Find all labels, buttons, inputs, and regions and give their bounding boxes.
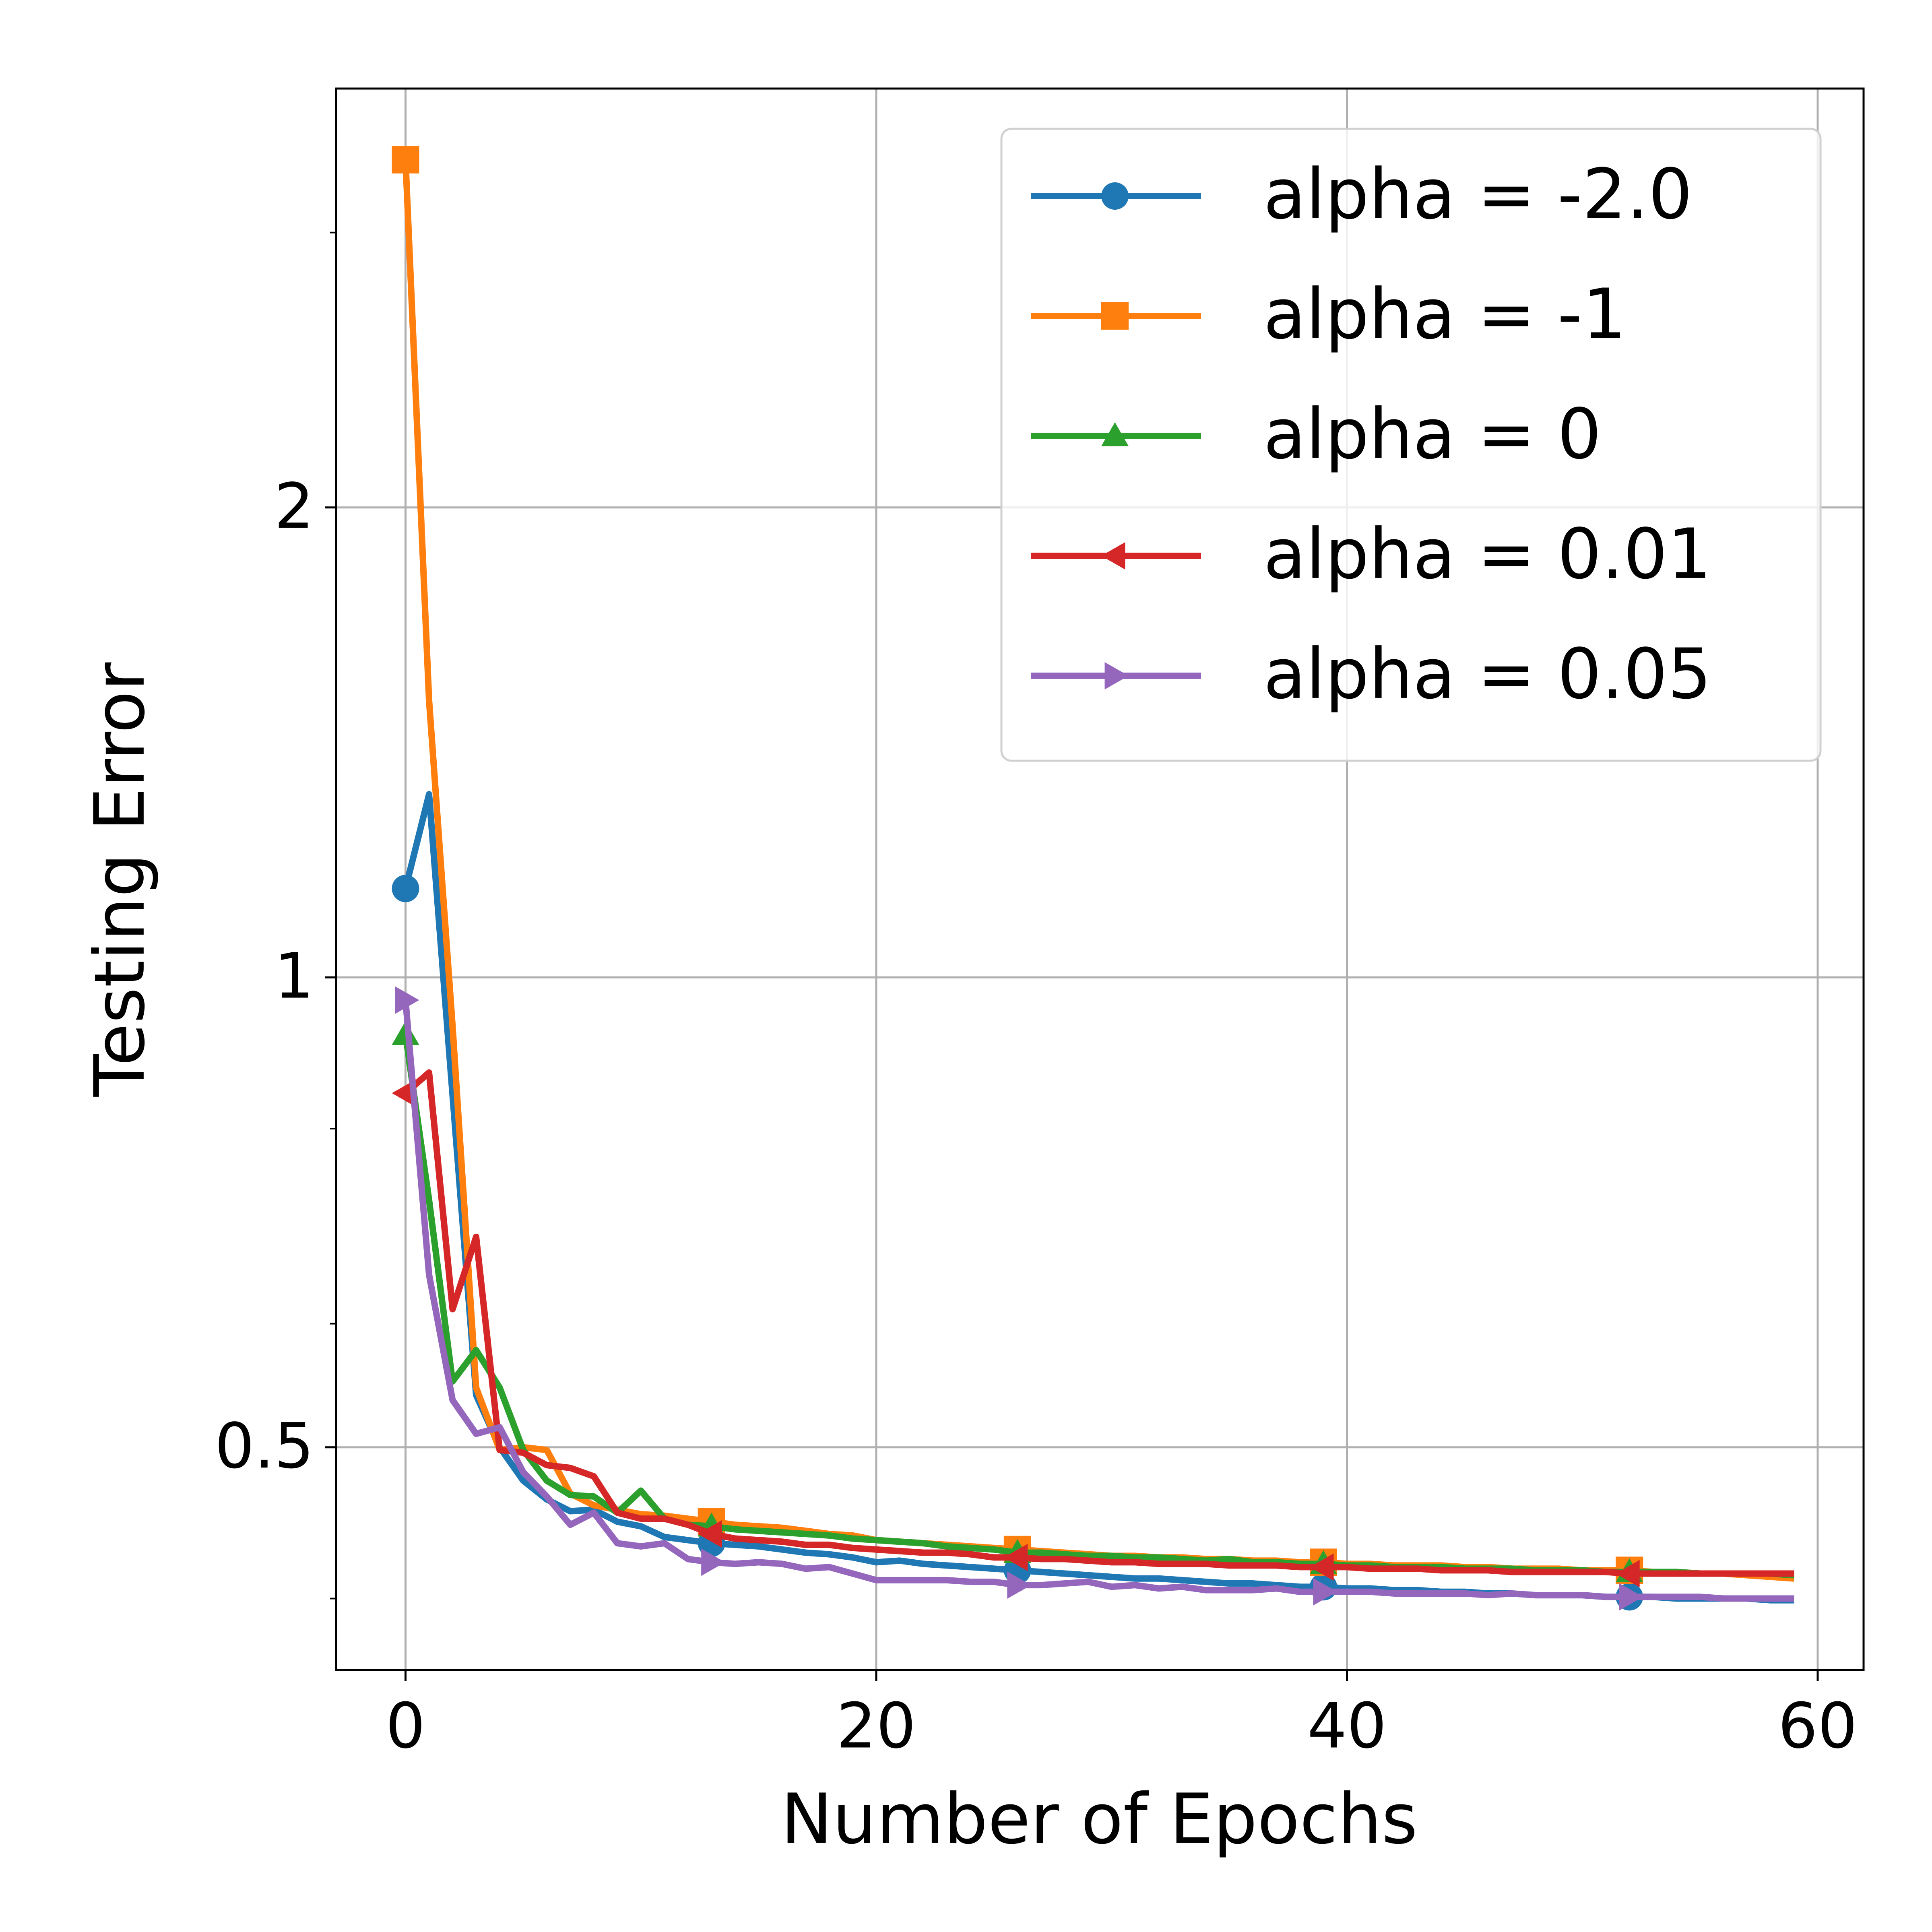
- data-point: [1619, 1583, 1643, 1611]
- data-point: [1003, 1544, 1028, 1571]
- data-point: [1616, 1560, 1640, 1587]
- x-tick-label: 20: [836, 1689, 916, 1762]
- data-point: [392, 875, 419, 902]
- y-tick-label: 2: [274, 470, 314, 543]
- x-tick-label: 0: [386, 1689, 425, 1762]
- data-point: [701, 1548, 725, 1576]
- legend-label: alpha = 0.05: [1263, 634, 1711, 714]
- data-point: [1007, 1571, 1031, 1599]
- y-tick-label: 0.5: [215, 1410, 314, 1482]
- legend-marker: [1101, 422, 1129, 446]
- data-point: [1310, 1553, 1334, 1581]
- data-point: [1313, 1578, 1338, 1606]
- legend-marker: [1101, 182, 1129, 210]
- x-axis-label: Number of Epochs: [781, 1779, 1418, 1860]
- legend-label: alpha = 0: [1263, 394, 1602, 475]
- data-point: [392, 146, 419, 173]
- series-line: [402, 1000, 1794, 1602]
- plot-frame: [335, 87, 1865, 1671]
- legend-box: [1000, 128, 1822, 762]
- legend-marker: [1104, 662, 1129, 689]
- series-line: [402, 1034, 1795, 1579]
- legend-label: alpha = -2.0: [1263, 154, 1693, 235]
- data-point: [395, 986, 419, 1014]
- y-axis-label: Testing Error: [79, 662, 160, 1097]
- legend-marker: [1101, 542, 1125, 570]
- y-tick-label: 1: [274, 940, 314, 1013]
- x-tick-label: 40: [1307, 1689, 1387, 1762]
- series-line: [402, 791, 1794, 1604]
- legend-marker: [1101, 302, 1129, 330]
- legend-label: alpha = -1: [1263, 274, 1627, 355]
- series-line: [403, 1069, 1794, 1577]
- legend-label: alpha = 0.01: [1263, 514, 1711, 594]
- data-point: [698, 1520, 722, 1548]
- x-tick-label: 60: [1778, 1689, 1857, 1762]
